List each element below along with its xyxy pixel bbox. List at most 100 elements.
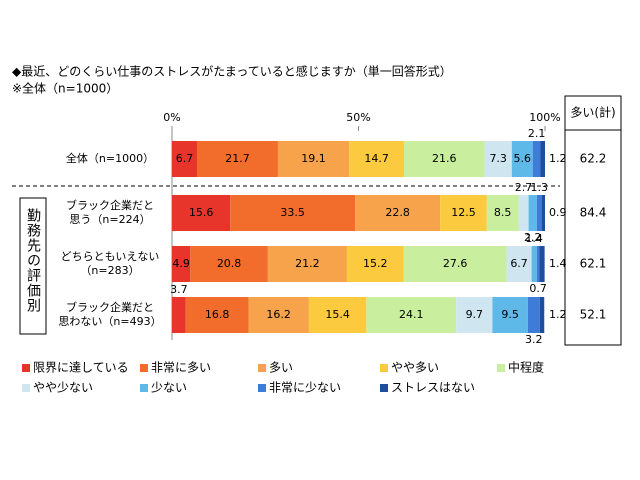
bar-segment xyxy=(531,246,537,282)
value-label: 2.7 xyxy=(515,181,533,194)
value-label: 15.4 xyxy=(325,308,350,321)
legend-label: 少ない xyxy=(151,381,187,395)
value-label: 4.9 xyxy=(172,257,190,270)
chart-title: ◆最近、どのくらい仕事のストレスがたまっていると感じますか（単一回答形式） xyxy=(12,64,452,79)
value-label: 0.7 xyxy=(529,282,547,295)
legend-label: 限界に達している xyxy=(33,361,129,375)
bar-segment xyxy=(536,246,540,282)
value-label: 9.5 xyxy=(501,308,519,321)
value-label: 9.7 xyxy=(466,308,484,321)
legend-label: 多い xyxy=(269,361,293,375)
bar-segment xyxy=(506,246,532,282)
value-label: 1.4 xyxy=(549,257,567,270)
bar-segment xyxy=(366,297,457,333)
value-label: 5.6 xyxy=(513,152,531,165)
total-value: 62.2 xyxy=(580,152,607,166)
x-tick-label: 0% xyxy=(163,111,180,124)
bar-segment xyxy=(528,195,537,231)
bar-segment xyxy=(536,195,542,231)
value-label: 15.2 xyxy=(363,257,388,270)
bar-segment xyxy=(484,141,512,177)
value-label: 27.6 xyxy=(443,257,468,270)
bar-segment xyxy=(172,246,191,282)
bar-segment xyxy=(456,297,493,333)
bar-segment xyxy=(518,195,529,231)
legend-label: やや多い xyxy=(391,361,439,375)
group-box xyxy=(19,197,47,335)
bar-segment xyxy=(172,195,231,231)
value-label: 16.2 xyxy=(266,308,291,321)
legend-label: 中程度 xyxy=(508,360,544,375)
bar-segment xyxy=(349,141,405,177)
value-label: 21.2 xyxy=(295,257,320,270)
totals-header: 多い(計) xyxy=(570,105,615,120)
value-label: 1.2 xyxy=(549,308,567,321)
value-label: 19.1 xyxy=(301,152,326,165)
bar-segment xyxy=(277,141,350,177)
total-value: 62.1 xyxy=(580,257,607,271)
legend-label: やや少ない xyxy=(33,381,93,395)
x-tick-label: 50% xyxy=(346,111,370,124)
value-label: 16.8 xyxy=(205,308,230,321)
legend-label: 非常に少ない xyxy=(269,381,341,395)
value-label: 6.7 xyxy=(176,152,194,165)
value-label: 2.2 xyxy=(524,231,542,244)
value-label: 21.7 xyxy=(225,152,250,165)
value-label: 3.7 xyxy=(170,283,188,296)
bar-segment xyxy=(346,246,404,282)
bar-segment xyxy=(172,297,186,333)
bar-segment xyxy=(267,246,347,282)
bar-segment xyxy=(527,297,540,333)
bar-segment xyxy=(492,297,528,333)
legend-swatch xyxy=(22,364,30,372)
bar-segment xyxy=(196,141,278,177)
chart-subtitle: ※全体（n=1000） xyxy=(12,81,118,96)
bar-segment xyxy=(185,297,249,333)
value-label: 1.2 xyxy=(549,152,567,165)
bar-segment xyxy=(532,141,541,177)
value-label: 3.2 xyxy=(525,333,543,346)
value-label: 12.5 xyxy=(451,206,476,219)
bar-segment xyxy=(355,195,441,231)
legend-swatch xyxy=(258,384,266,392)
bar-segment xyxy=(308,297,367,333)
value-label: 22.8 xyxy=(385,206,410,219)
value-label: 1.3 xyxy=(530,181,548,194)
category-label: ブラック企業だと 思う（n=224） xyxy=(66,199,154,226)
bar-segment xyxy=(511,141,533,177)
bar-segment xyxy=(403,246,507,282)
bar-segment xyxy=(541,195,545,231)
group-label: 勤務先の評価別 xyxy=(25,208,41,313)
value-label: 33.5 xyxy=(280,206,305,219)
legend-swatch xyxy=(22,384,30,392)
category-label: ブラック企業だと 思わない（n=493） xyxy=(58,301,162,328)
legend-swatch xyxy=(380,364,388,372)
bar-segment xyxy=(172,141,197,177)
value-label: 14.7 xyxy=(364,152,389,165)
total-value: 52.1 xyxy=(580,308,607,322)
value-label: 24.1 xyxy=(399,308,424,321)
x-tick-label: 100% xyxy=(529,111,560,124)
legend-swatch xyxy=(140,364,148,372)
legend-label: 非常に多い xyxy=(151,361,211,375)
total-value: 84.4 xyxy=(580,206,607,220)
legend-label: ストレスはない xyxy=(391,381,475,395)
value-label: 7.3 xyxy=(489,152,507,165)
bar-segment xyxy=(486,195,519,231)
category-label: どちらともいえない （n=283） xyxy=(60,250,160,277)
value-label: 6.7 xyxy=(510,257,528,270)
category-label: 全体（n=1000） xyxy=(65,152,155,165)
value-label: 20.8 xyxy=(217,257,242,270)
legend-swatch xyxy=(140,384,148,392)
bar-segment xyxy=(248,297,309,333)
value-label: 1.4 xyxy=(525,232,543,245)
value-label: 8.5 xyxy=(494,206,512,219)
value-label: 0.9 xyxy=(549,206,567,219)
bar-segment xyxy=(540,141,545,177)
legend-swatch xyxy=(380,384,388,392)
bar-segment xyxy=(440,195,487,231)
bar-segment xyxy=(190,246,268,282)
value-label: 2.1 xyxy=(528,127,546,140)
